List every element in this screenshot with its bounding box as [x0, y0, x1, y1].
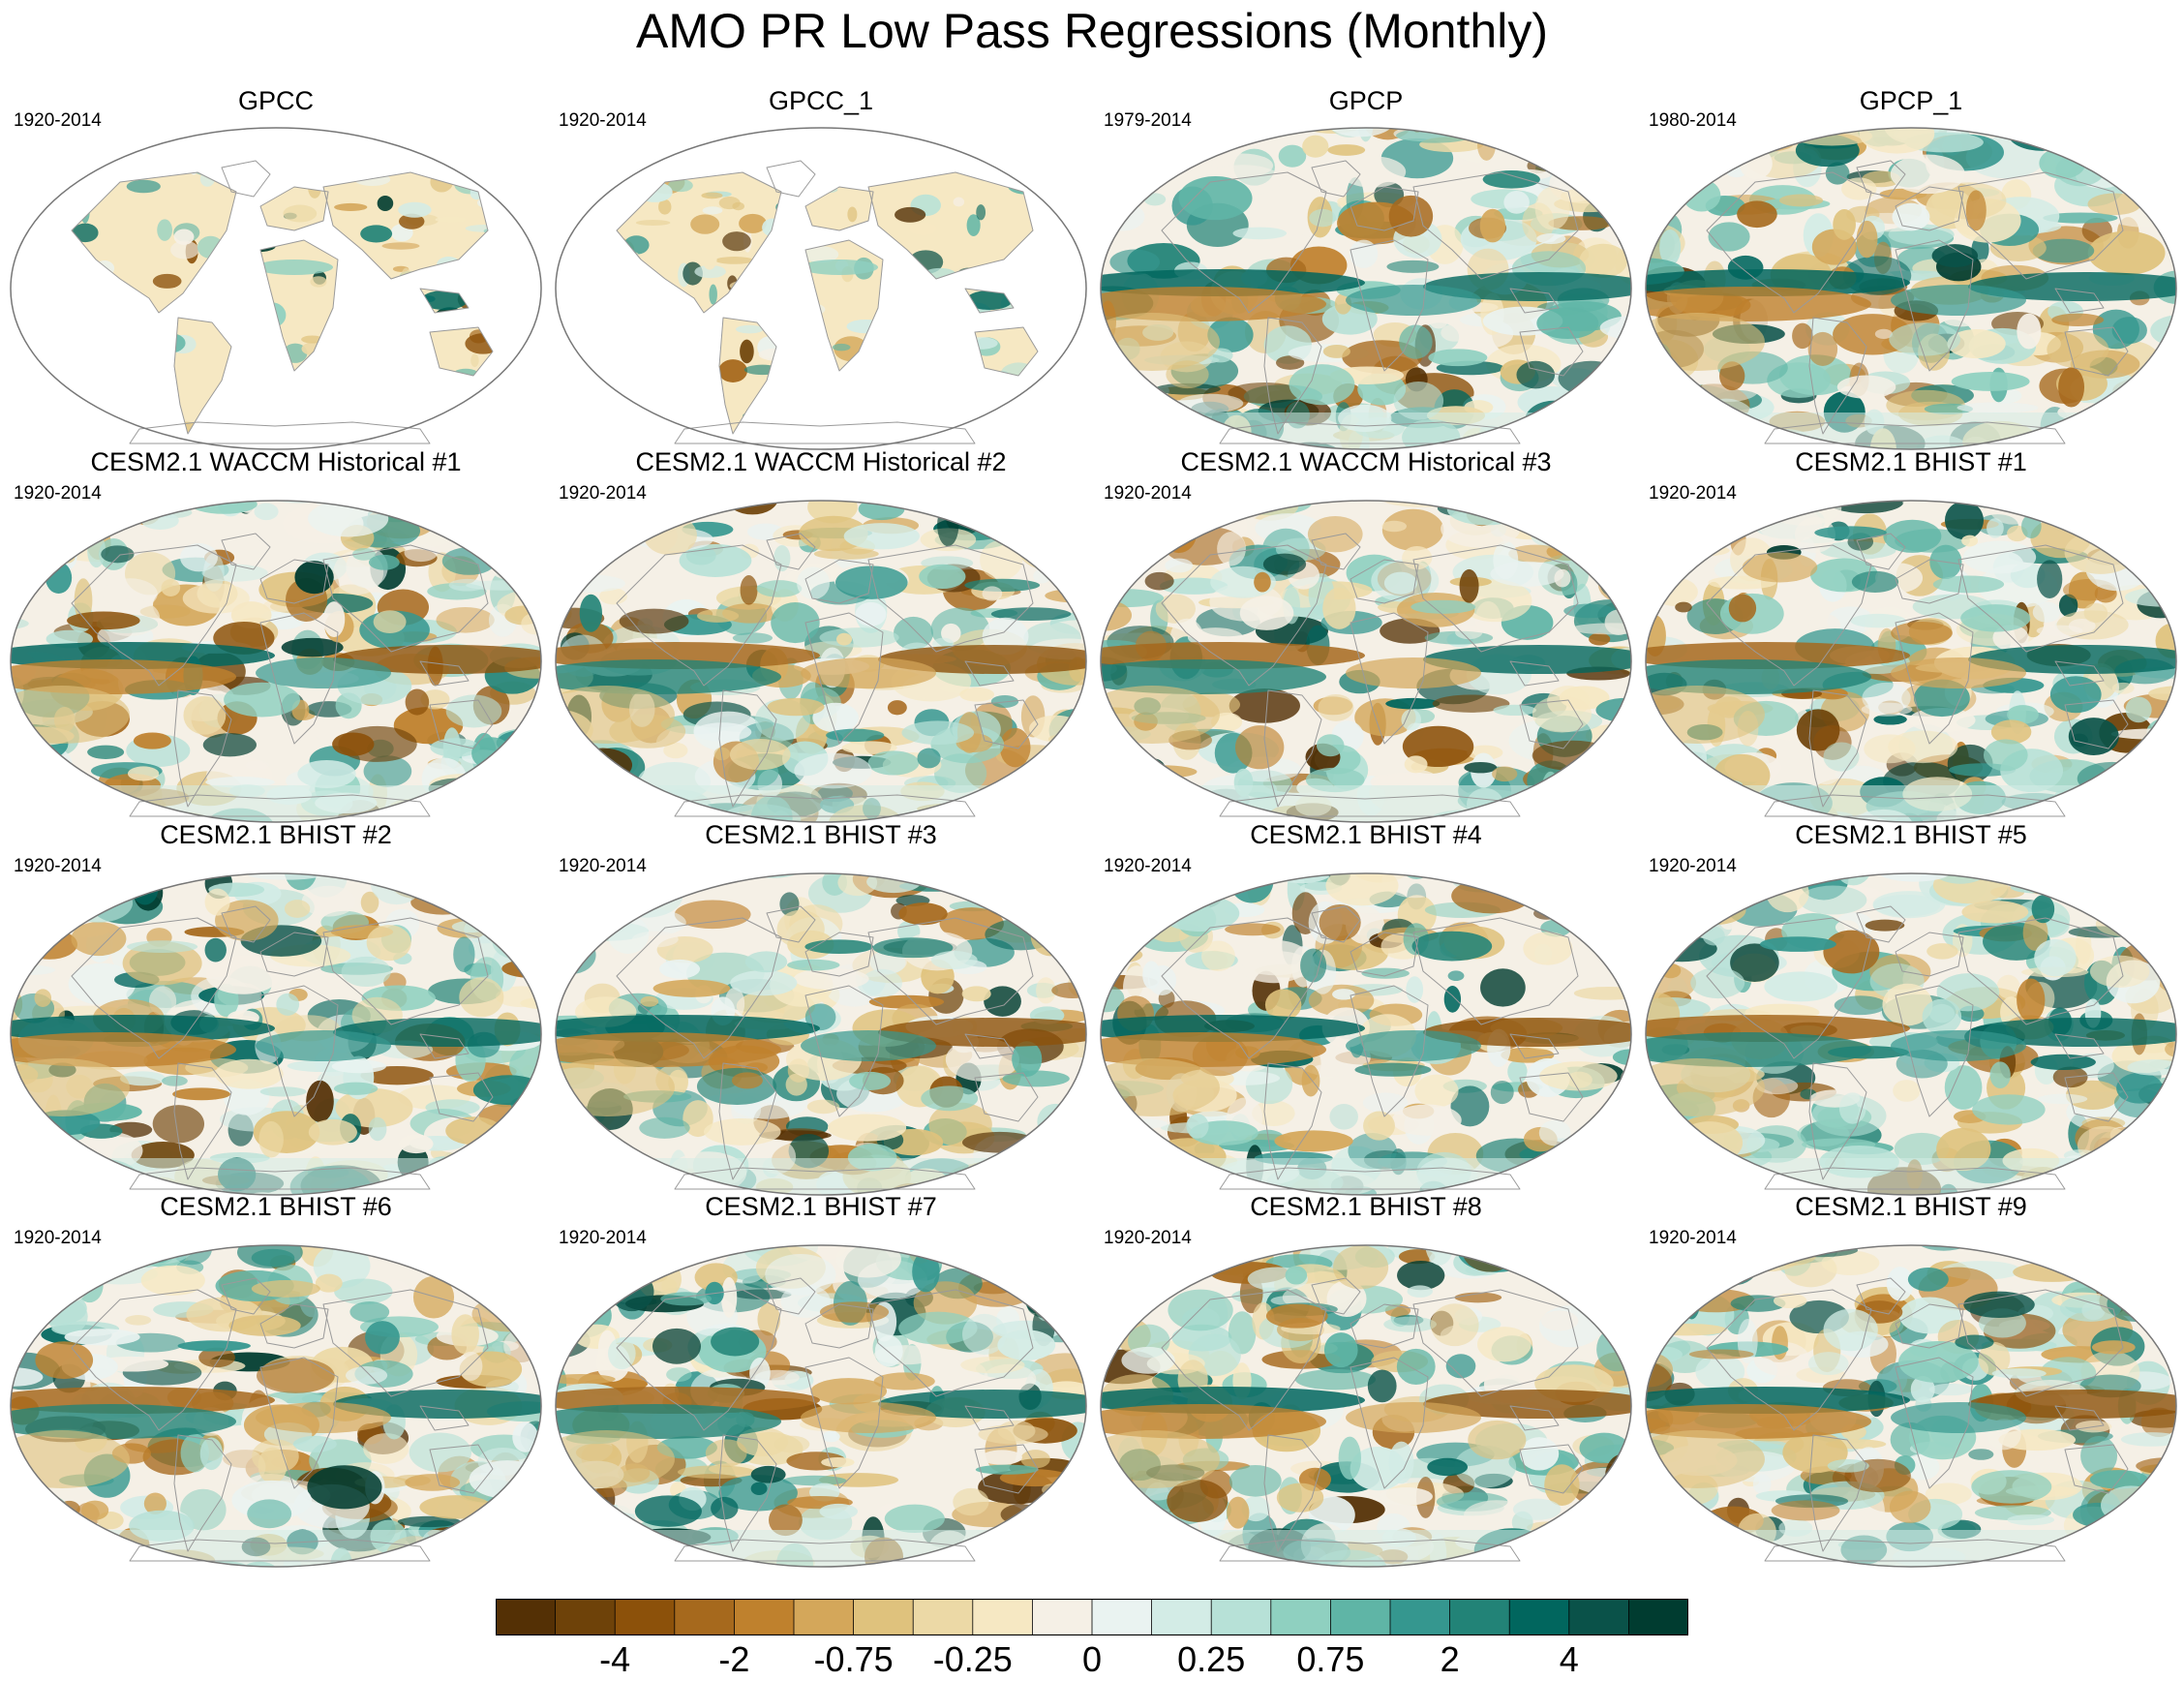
world-map — [1639, 1232, 2183, 1574]
panel-title: CESM2.1 BHIST #1 — [1639, 446, 2183, 477]
regression-field — [4, 1232, 548, 1574]
world-map — [1639, 114, 2183, 457]
regression-field — [1639, 487, 2183, 830]
world-map — [4, 1232, 548, 1574]
colorbar-tick-label: 0 — [1082, 1640, 1102, 1679]
colorbar-swatch — [675, 1599, 735, 1635]
map-panel: CESM2.1 BHIST #6 1920-2014 — [4, 1203, 548, 1574]
panel-title: CESM2.1 BHIST #3 — [549, 819, 1093, 850]
colorbar-swatch — [1450, 1599, 1510, 1635]
regression-field — [549, 487, 1093, 830]
colorbar-swatch — [854, 1599, 914, 1635]
world-map — [1094, 860, 1638, 1203]
regression-field — [1094, 860, 1638, 1203]
map-panel: CESM2.1 BHIST #7 1920-2014 — [549, 1203, 1093, 1574]
map-panel: CESM2.1 WACCM Historical #1 1920-2014 — [4, 458, 548, 830]
colorbar-tick-label: -0.25 — [933, 1640, 1013, 1679]
regression-field — [549, 114, 1093, 457]
world-map — [549, 1232, 1093, 1574]
panel-title: CESM2.1 BHIST #4 — [1094, 819, 1638, 850]
world-map — [549, 860, 1093, 1203]
colorbar-tick-label: 4 — [1560, 1640, 1579, 1679]
map-panel: GPCP 1979-2014 — [1094, 85, 1638, 457]
colorbar-swatch — [1152, 1599, 1212, 1635]
world-map — [1094, 1232, 1638, 1574]
world-map — [4, 114, 548, 457]
regression-field — [1639, 114, 2183, 457]
colorbar-swatch — [1330, 1599, 1390, 1635]
colorbar-swatch — [1390, 1599, 1450, 1635]
colorbar-tick-label: 0.75 — [1296, 1640, 1364, 1679]
colorbar-swatch — [1569, 1599, 1629, 1635]
world-map — [549, 114, 1093, 457]
map-panel: CESM2.1 BHIST #5 1920-2014 — [1639, 831, 2183, 1203]
regression-field — [4, 487, 548, 830]
panel-title: CESM2.1 WACCM Historical #3 — [1094, 446, 1638, 477]
colorbar-swatch — [794, 1599, 854, 1635]
colorbar-swatch — [913, 1599, 973, 1635]
colorbar-labels: -4 -2 -0.75 -0.25 0 0.25 0.75 2 4 — [0, 1638, 2184, 1681]
map-panel: CESM2.1 BHIST #9 1920-2014 — [1639, 1203, 2183, 1574]
map-panel: CESM2.1 WACCM Historical #3 1920-2014 — [1094, 458, 1638, 830]
map-panel: CESM2.1 BHIST #4 1920-2014 — [1094, 831, 1638, 1203]
map-panel: CESM2.1 BHIST #3 1920-2014 — [549, 831, 1093, 1203]
map-panel: CESM2.1 BHIST #1 1920-2014 — [1639, 458, 2183, 830]
regression-field — [1639, 860, 2183, 1203]
colorbar — [496, 1599, 1688, 1635]
panel-title: CESM2.1 BHIST #9 — [1639, 1191, 2183, 1222]
colorbar-swatch — [1509, 1599, 1569, 1635]
colorbar-tick-label: 0.25 — [1177, 1640, 1245, 1679]
colorbar-swatch — [973, 1599, 1033, 1635]
map-panel: CESM2.1 WACCM Historical #2 1920-2014 — [549, 458, 1093, 830]
panel-title: CESM2.1 BHIST #7 — [549, 1191, 1093, 1222]
panel-title: CESM2.1 BHIST #6 — [4, 1191, 548, 1222]
regression-field — [1094, 487, 1638, 830]
figure-title: AMO PR Low Pass Regressions (Monthly) — [0, 2, 2184, 60]
world-map — [1639, 860, 2183, 1203]
map-panel: CESM2.1 BHIST #2 1920-2014 — [4, 831, 548, 1203]
regression-field — [1094, 1232, 1638, 1574]
colorbar-swatch — [734, 1599, 794, 1635]
map-panel: GPCC 1920-2014 — [4, 85, 548, 457]
regression-field — [549, 1232, 1093, 1574]
regression-field — [549, 860, 1093, 1203]
colorbar-swatch — [1211, 1599, 1271, 1635]
panel-title: CESM2.1 BHIST #2 — [4, 819, 548, 850]
world-map — [549, 487, 1093, 830]
regression-field — [1094, 114, 1638, 457]
colorbar-swatch — [1271, 1599, 1331, 1635]
panel-title: CESM2.1 WACCM Historical #1 — [4, 446, 548, 477]
world-map — [4, 860, 548, 1203]
colorbar-swatch — [1092, 1599, 1152, 1635]
panel-title: CESM2.1 WACCM Historical #2 — [549, 446, 1093, 477]
colorbar-swatch — [556, 1599, 616, 1635]
regression-field — [4, 860, 548, 1203]
world-map — [4, 487, 548, 830]
colorbar-swatch — [1628, 1599, 1688, 1635]
world-map — [1094, 487, 1638, 830]
map-panel: CESM2.1 BHIST #8 1920-2014 — [1094, 1203, 1638, 1574]
regression-field — [4, 114, 548, 457]
colorbar-tick-label: -0.75 — [814, 1640, 894, 1679]
colorbar-swatch — [496, 1599, 556, 1635]
colorbar-tick-label: -4 — [599, 1640, 630, 1679]
world-map — [1639, 487, 2183, 830]
regression-field — [1639, 1232, 2183, 1574]
map-panel: GPCP_1 1980-2014 — [1639, 85, 2183, 457]
colorbar-tick-label: 2 — [1441, 1640, 1460, 1679]
colorbar-tick-label: -2 — [718, 1640, 749, 1679]
world-map — [1094, 114, 1638, 457]
map-panel: GPCC_1 1920-2014 — [549, 85, 1093, 457]
colorbar-swatch — [615, 1599, 675, 1635]
colorbar-swatch — [1032, 1599, 1092, 1635]
panel-title: CESM2.1 BHIST #5 — [1639, 819, 2183, 850]
panel-title: CESM2.1 BHIST #8 — [1094, 1191, 1638, 1222]
